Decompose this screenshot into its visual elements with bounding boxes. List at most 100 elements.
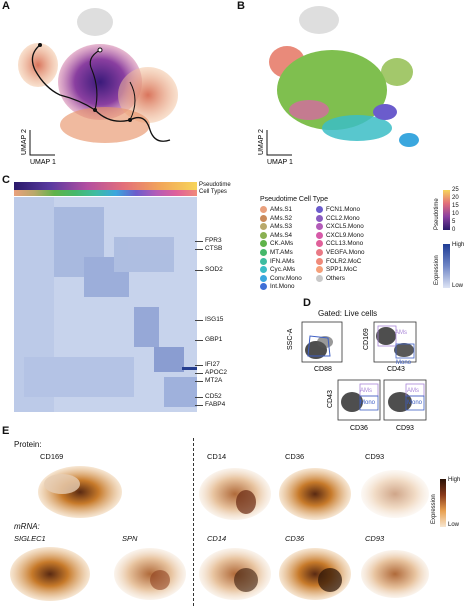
legend-label: Conv.Mono <box>270 274 302 282</box>
pseudotime-tick: 5 <box>452 219 456 225</box>
legend-swatch <box>316 206 323 213</box>
umap-cluster-purple <box>373 104 397 120</box>
legend-swatch <box>260 231 267 239</box>
marker-title: CD93 <box>365 534 385 543</box>
expression-colorbar <box>443 244 450 288</box>
legend-label: CCL13.Mono <box>326 240 364 248</box>
legend-label: CCL2.Mono <box>326 214 360 222</box>
umap-celltype-plot: UMAP 2 UMAP 1 <box>258 6 419 166</box>
marker-title: CD14 <box>207 452 227 461</box>
feature-umap-grid <box>10 466 429 601</box>
legend-label: FOLR2.MoC <box>326 257 362 265</box>
legend-swatch <box>316 214 323 222</box>
legend-item: Int.Mono <box>260 283 295 291</box>
legend-item: IFN.AMs <box>260 257 295 265</box>
trajectory-node <box>93 108 97 112</box>
flow-gate-ams-label: AMs <box>395 330 407 336</box>
feature-umap-cd14-mrna <box>199 548 271 600</box>
legend-label: IFN.AMs <box>270 257 295 265</box>
umap-cluster-left <box>18 43 58 87</box>
feature-umap-siglec1-mrna <box>10 547 90 601</box>
pseudotime-tick: 15 <box>452 203 459 209</box>
legend-swatch <box>260 249 267 256</box>
legend-item: AMs.S4 <box>260 231 293 239</box>
legend-label: Cyc.AMs <box>270 266 296 274</box>
pseudotime-track-label: Pseudotime <box>199 182 231 188</box>
umap-cluster-right <box>118 67 178 123</box>
feature-umap-cd93-mrna <box>361 550 429 598</box>
expression-low-label: Low <box>452 283 464 289</box>
pseudotime-colorbar <box>443 190 450 230</box>
legend-item: FCN1.Mono <box>316 206 360 213</box>
legend-item: CXCL9.Mono <box>316 231 364 239</box>
legend-swatch <box>316 266 323 274</box>
gene-label: FPR3 <box>195 237 222 244</box>
umap-cluster-blue <box>399 133 419 147</box>
legend-label: AMs.S4 <box>270 231 293 239</box>
feature-umap-cd36-protein <box>279 468 351 520</box>
legend-label: FCN1.Mono <box>326 206 360 213</box>
umap-cluster-bottom <box>60 107 150 143</box>
legend-swatch <box>260 274 267 282</box>
flow-gate-ams-label: AMs <box>407 388 419 394</box>
legend-swatch <box>260 257 267 265</box>
panel-label-e: E <box>2 425 10 437</box>
umap-y-label: UMAP 2 <box>21 129 28 155</box>
flow-cytometry-plots: SSC-A CD88 AMs Mono CD169 CD43 AMs Mono … <box>287 321 427 432</box>
expression-high-label: High <box>448 477 461 483</box>
gene-label: IFI27 <box>195 361 220 368</box>
legend-swatch <box>316 274 323 282</box>
celltype-track <box>14 190 197 196</box>
pseudotime-colorbar-label: Pseudotime <box>434 198 440 230</box>
gene-label: ISG15 <box>194 316 224 323</box>
umap-cluster-green-right <box>381 58 413 86</box>
marker-title: CD93 <box>365 452 385 461</box>
legend-swatch <box>260 283 267 291</box>
pseudotime-tick: 10 <box>452 211 459 217</box>
flow-gate-ams-label: AMs <box>360 388 372 394</box>
expression-low-label: Low <box>448 522 460 528</box>
umap-cluster-pink <box>289 100 329 120</box>
protein-heading: Protein: <box>14 440 42 449</box>
legend-label: CK.AMs <box>270 240 294 248</box>
legend-label: CXCL9.Mono <box>326 231 364 239</box>
flow-y-label: CD169 <box>363 328 370 350</box>
feature-umap-cd169-protein <box>38 466 122 518</box>
expression-colorbar-label: Expression <box>431 494 437 524</box>
gene-label: MT2A <box>194 377 223 384</box>
legend-item: Others <box>316 274 345 282</box>
panel-label-a: A <box>2 0 10 12</box>
marker-title: SPN <box>122 534 138 543</box>
marker-title: CD36 <box>285 452 305 461</box>
umap-axis-arrows <box>266 130 292 156</box>
panel-label-b: B <box>237 0 245 12</box>
expression-colorbar-e <box>440 479 446 527</box>
legend-item: Cyc.AMs <box>260 266 296 274</box>
legend-swatch <box>260 206 267 213</box>
umap-cluster-gray <box>299 6 339 34</box>
legend-item: Conv.Mono <box>260 274 302 282</box>
legend-swatch <box>260 223 267 231</box>
feature-umap-spn-mrna <box>114 548 186 600</box>
trajectory-node <box>97 47 103 53</box>
flow-gate-mono-label: Mono <box>360 400 376 406</box>
panel-divider <box>193 438 194 606</box>
gene-label: CD52 <box>195 393 222 400</box>
legend-item: SPP1.MoC <box>316 266 357 274</box>
trajectory-branch <box>89 49 101 111</box>
legend-item: FOLR2.MoC <box>316 257 362 265</box>
panel-label-d: D <box>303 297 311 309</box>
umap-axis-arrows <box>29 130 55 156</box>
legend-item: CK.AMs <box>260 240 294 248</box>
legend-label: VEGFA.Mono <box>326 249 365 256</box>
legend-item: CXCL5.Mono <box>316 223 364 231</box>
celltype-track-label: Cell Types <box>199 189 227 195</box>
flow-x-label: CD43 <box>387 366 405 373</box>
legend-item: AMs.S1 <box>260 206 292 213</box>
gene-label: CTSB <box>194 245 223 252</box>
gene-label: SOD2 <box>195 266 223 273</box>
marker-title: CD36 <box>285 534 305 543</box>
legend-title: Pseudotime Cell Type <box>260 196 328 203</box>
legend-item: CCL2.Mono <box>316 214 360 222</box>
legend-swatch <box>316 240 323 248</box>
